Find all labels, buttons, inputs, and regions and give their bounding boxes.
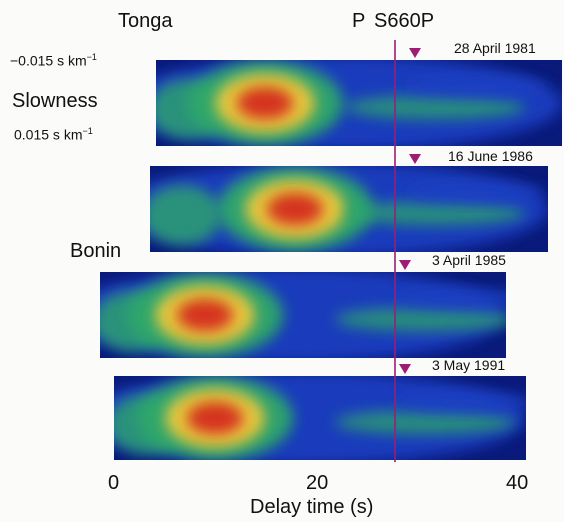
arrival-low bbox=[405, 183, 545, 203]
field-mid-left bbox=[150, 185, 222, 245]
panel-date-2: 16 June 1986 bbox=[448, 148, 533, 164]
phase-label-s660p: S660P bbox=[374, 10, 435, 32]
heatmap-panel-2 bbox=[150, 166, 548, 252]
phase-label-p: P bbox=[352, 10, 366, 32]
heatmap-svg-2 bbox=[150, 166, 548, 252]
heatmap-panel-3 bbox=[100, 272, 506, 358]
heatmap-panel-1 bbox=[156, 60, 562, 146]
x-axis-label: Delay time (s) bbox=[250, 496, 374, 518]
group-label-bonin: Bonin bbox=[70, 240, 122, 262]
y-tick-bottom: 0.015 s km−1 bbox=[14, 126, 93, 143]
arrival-marker-2 bbox=[409, 154, 421, 164]
energy-peak bbox=[237, 87, 293, 119]
heatmap-svg-1 bbox=[156, 60, 562, 146]
heatmap-panel-4 bbox=[114, 376, 526, 460]
x-tick-40: 40 bbox=[506, 472, 529, 494]
panel-date-4: 3 May 1991 bbox=[432, 357, 506, 373]
energy-peak bbox=[267, 193, 323, 225]
arrival-marker-1 bbox=[409, 48, 421, 58]
x-tick-0: 0 bbox=[108, 472, 120, 494]
arrival-band bbox=[345, 95, 525, 119]
arrival-low bbox=[395, 289, 506, 309]
arrival-low bbox=[395, 392, 526, 412]
arrival-band bbox=[335, 410, 515, 434]
heatmap-svg-3 bbox=[100, 272, 506, 358]
panel-date-3: 3 April 1985 bbox=[432, 252, 506, 268]
energy-peak bbox=[187, 402, 243, 434]
energy-peak bbox=[177, 299, 233, 331]
panel-date-1: 28 April 1981 bbox=[454, 40, 536, 56]
arrival-band bbox=[335, 307, 506, 331]
x-tick-20: 20 bbox=[306, 472, 329, 494]
heatmap-svg-4 bbox=[114, 376, 526, 460]
y-tick-top: −0.015 s km−1 bbox=[10, 52, 97, 69]
arrival-marker-3 bbox=[399, 260, 411, 270]
arrival-band bbox=[345, 201, 525, 225]
y-axis-label: Slowness bbox=[12, 90, 98, 112]
arrival-low bbox=[405, 77, 545, 97]
arrival-marker-4 bbox=[399, 364, 411, 374]
group-label-tonga: Tonga bbox=[118, 10, 173, 32]
